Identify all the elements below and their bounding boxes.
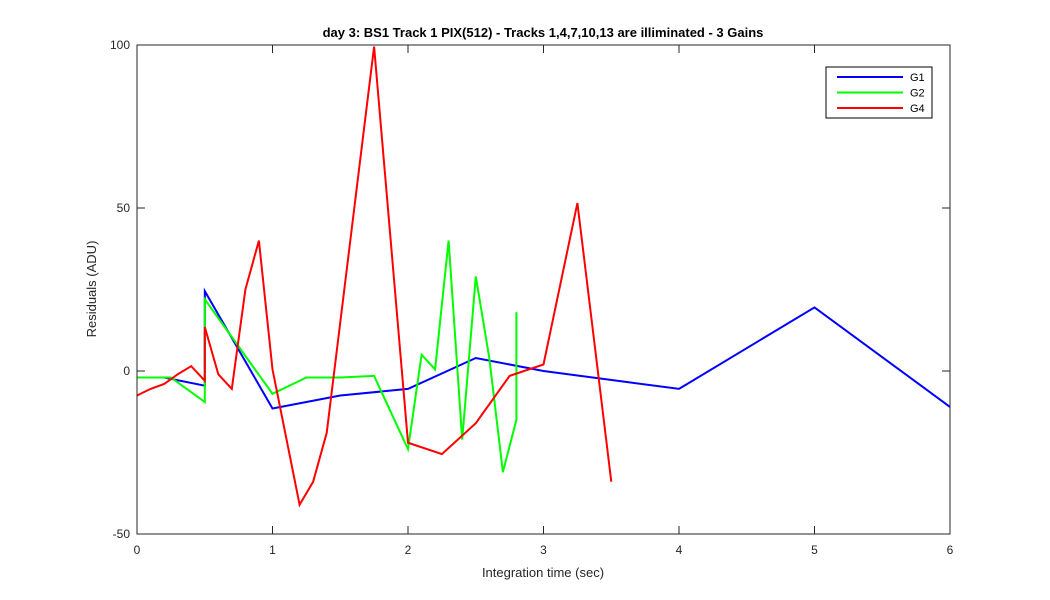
legend-label-g4: G4 [910,103,925,115]
legend: G1 G2 G4 [825,66,933,119]
legend-label-g1: G1 [910,72,925,84]
plot-background [137,45,950,534]
y-tick-label: 100 [110,38,130,52]
y-tick-label: -50 [113,527,131,541]
x-tick-label: 1 [269,543,276,557]
chart-title: day 3: BS1 Track 1 PIX(512) - Tracks 1,4… [323,25,764,40]
legend-label-g2: G2 [910,88,925,100]
x-tick-label: 6 [947,543,954,557]
series-line-g1 [137,287,951,410]
y-axis-label: Residuals (ADU) [84,241,99,338]
x-tick-label: 3 [540,543,547,557]
x-tick-label: 4 [676,543,683,557]
y-tick-label: 0 [123,364,130,378]
series-line-g2 [137,240,518,473]
x-tick-label: 0 [134,543,141,557]
y-tick-label: 50 [117,201,131,215]
x-axis-label: Integration time (sec) [482,565,604,580]
x-tick-label: 2 [405,543,412,557]
series-layer [136,46,951,508]
series-line-g4 [136,46,613,508]
x-tick-label: 5 [811,543,818,557]
